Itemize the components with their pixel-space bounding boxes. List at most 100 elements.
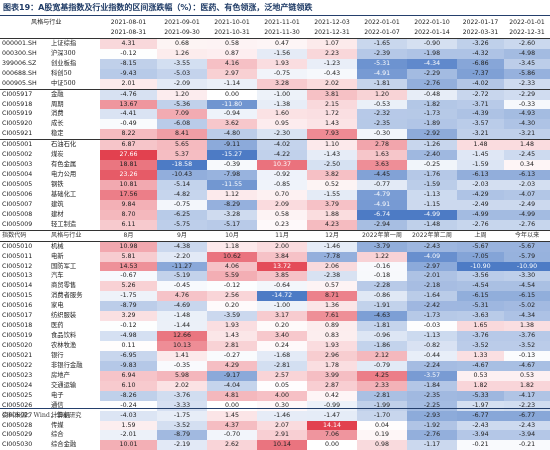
return-value: -4.98 — [504, 48, 550, 59]
table-row: CI005007 建筑 9.84 -0.75 -8.29 2.09 3.79 -4.91 -1.… — [0, 199, 550, 210]
return-value: -4.38 — [157, 241, 207, 252]
table-row: CI005024 交通运输 6.10 2.02 -4.04 0.05 2.87 2.33 -1.… — [0, 380, 550, 391]
return-value: -2.29 — [504, 89, 550, 100]
return-value: 3.28 — [257, 78, 307, 89]
source-note: 资料来源：Wind，华泰研究 — [2, 412, 82, 419]
table-row: CI005020 农林牧渔 0.11 10.13 2.81 0.24 1.93 -1.86 -0… — [0, 341, 550, 351]
return-value: 1.88 — [307, 209, 357, 220]
table-row: CI005023 房地产 6.94 5.98 -9.17 2.57 3.99 4.25 -3.5… — [0, 370, 550, 381]
return-value: -2.01 — [100, 430, 157, 441]
index-name: 电新 — [51, 252, 64, 260]
return-value: -3.21 — [457, 129, 504, 140]
index-name: 消费 — [51, 110, 64, 118]
return-value: -3.79 — [357, 241, 407, 252]
table-row: CI005009 轻工制造 6.11 -5.75 -5.17 0.23 4.23 -2.94-… — [0, 219, 550, 230]
index-code: CI005009 — [2, 220, 33, 228]
return-value: -1.48 — [407, 219, 457, 230]
sub-header-period: 今年以来 — [514, 231, 540, 239]
table-row: CI005002 煤炭 27.66 5.37 -15.27 -4.22 -1.43 1.63-… — [0, 150, 550, 161]
return-value: 13.67 — [100, 99, 157, 110]
sub-header-code-label: 指数代码 — [2, 231, 27, 239]
sub-header-period: 9月 — [177, 231, 187, 239]
return-value: 14.14 — [307, 420, 357, 431]
return-value: -4.39 — [457, 109, 504, 120]
return-value: 1.36 — [307, 301, 357, 312]
return-value: -4.98 — [100, 331, 157, 341]
return-value: 6.11 — [100, 219, 157, 230]
return-value: -1.70 — [357, 410, 407, 421]
return-value: 7.93 — [307, 129, 357, 140]
return-value: -2.40 — [407, 150, 457, 161]
table-row: 000688.SH 科创50 -9.43 -5.03 2.97 -0.75 -0.43 -4.… — [0, 68, 550, 79]
header-period-start: 2022-01-01 — [364, 19, 400, 26]
return-value: -3.45 — [504, 58, 550, 69]
sub-header-period: 10月 — [225, 231, 239, 239]
index-name: 纺织服装 — [51, 312, 77, 320]
header-period-start: 2021-09-01 — [164, 19, 200, 26]
return-value: -4.93 — [504, 109, 550, 120]
return-value: 4.29 — [207, 360, 257, 371]
return-value: -2.03 — [457, 180, 504, 190]
return-value: 4.76 — [157, 291, 207, 302]
return-value: -4.79 — [357, 189, 407, 200]
return-value: -2.42 — [407, 301, 457, 312]
index-code: CI005021 — [2, 351, 33, 359]
return-value: -4.99 — [407, 209, 457, 220]
return-value: -0.49 — [100, 119, 157, 130]
return-value: -0.33 — [504, 99, 550, 110]
return-value: 1.93 — [307, 341, 357, 351]
return-value: -8.29 — [207, 199, 257, 210]
table-row: CI005026 通信 -0.24 -3.33 0.00 0.30 -0.99 -1.99 -2… — [0, 400, 550, 411]
index-code: 000001.SH — [2, 39, 37, 47]
return-value: -3.76 — [504, 331, 550, 341]
table-row: CI005010 机械 10.98 -4.38 1.18 2.00 -1.46 -3.79 -2… — [0, 241, 550, 252]
return-value: -9.17 — [207, 370, 257, 381]
return-value: -4.22 — [257, 150, 307, 161]
return-value: -0.27 — [207, 350, 257, 361]
return-value: 1.26 — [157, 48, 207, 59]
index-code: CI005005 — [2, 181, 33, 188]
return-value: 3.99 — [307, 370, 357, 381]
index-code: 000300.SH — [2, 49, 37, 57]
return-value: 1.65 — [457, 321, 504, 332]
return-value: -4.29 — [457, 189, 504, 200]
return-value: -4.32 — [457, 48, 504, 59]
return-value: -6.77 — [457, 410, 504, 421]
return-value: 0.95 — [257, 119, 307, 130]
return-value: -1.55 — [307, 189, 357, 200]
return-value: -0.96 — [357, 331, 407, 341]
return-value: -3.57 — [457, 119, 504, 130]
return-value: -1.73 — [407, 109, 457, 120]
return-value: -5.17 — [207, 219, 257, 230]
return-value: -3.94 — [504, 430, 550, 441]
table-row: CI005025 电子 -8.26 -3.76 4.81 4.00 0.42 -2.81 -2.… — [0, 390, 550, 401]
return-value: 1.43 — [307, 119, 357, 130]
return-value: 1.07 — [307, 38, 357, 49]
return-value: -2.93 — [407, 410, 457, 421]
return-value: -15.27 — [207, 150, 257, 161]
return-value: -1.89 — [407, 119, 457, 130]
table-row: CI005918 周期 13.67 -5.36 -11.80 -1.38 2.15 -0.53… — [0, 99, 550, 110]
index-name: 成长 — [51, 120, 64, 128]
return-value: 2.23 — [307, 48, 357, 59]
index-code: CI005001 — [2, 141, 33, 149]
return-value: -3.57 — [407, 370, 457, 381]
return-value: -1.59 — [407, 180, 457, 190]
return-value: 1.20 — [357, 89, 407, 100]
sub-header-name-label: 风格与行业 — [51, 231, 82, 239]
index-code: CI005007 — [2, 200, 33, 208]
return-value: -0.99 — [307, 400, 357, 411]
return-value: -0.18 — [357, 271, 407, 282]
index-code: CI005918 — [2, 100, 33, 108]
return-value: -9.43 — [100, 68, 157, 79]
return-value: 1.20 — [157, 89, 207, 100]
return-value: -2.76 — [457, 219, 504, 230]
return-value: -5.67 — [504, 241, 550, 252]
return-value: -2.39 — [357, 48, 407, 59]
return-value: -3.21 — [504, 129, 550, 140]
return-value: -6.15 — [457, 291, 504, 302]
return-value: 0.30 — [257, 400, 307, 411]
return-value: -2.72 — [457, 89, 504, 100]
return-value: -4.67 — [504, 360, 550, 371]
return-value: 4.06 — [207, 261, 257, 272]
